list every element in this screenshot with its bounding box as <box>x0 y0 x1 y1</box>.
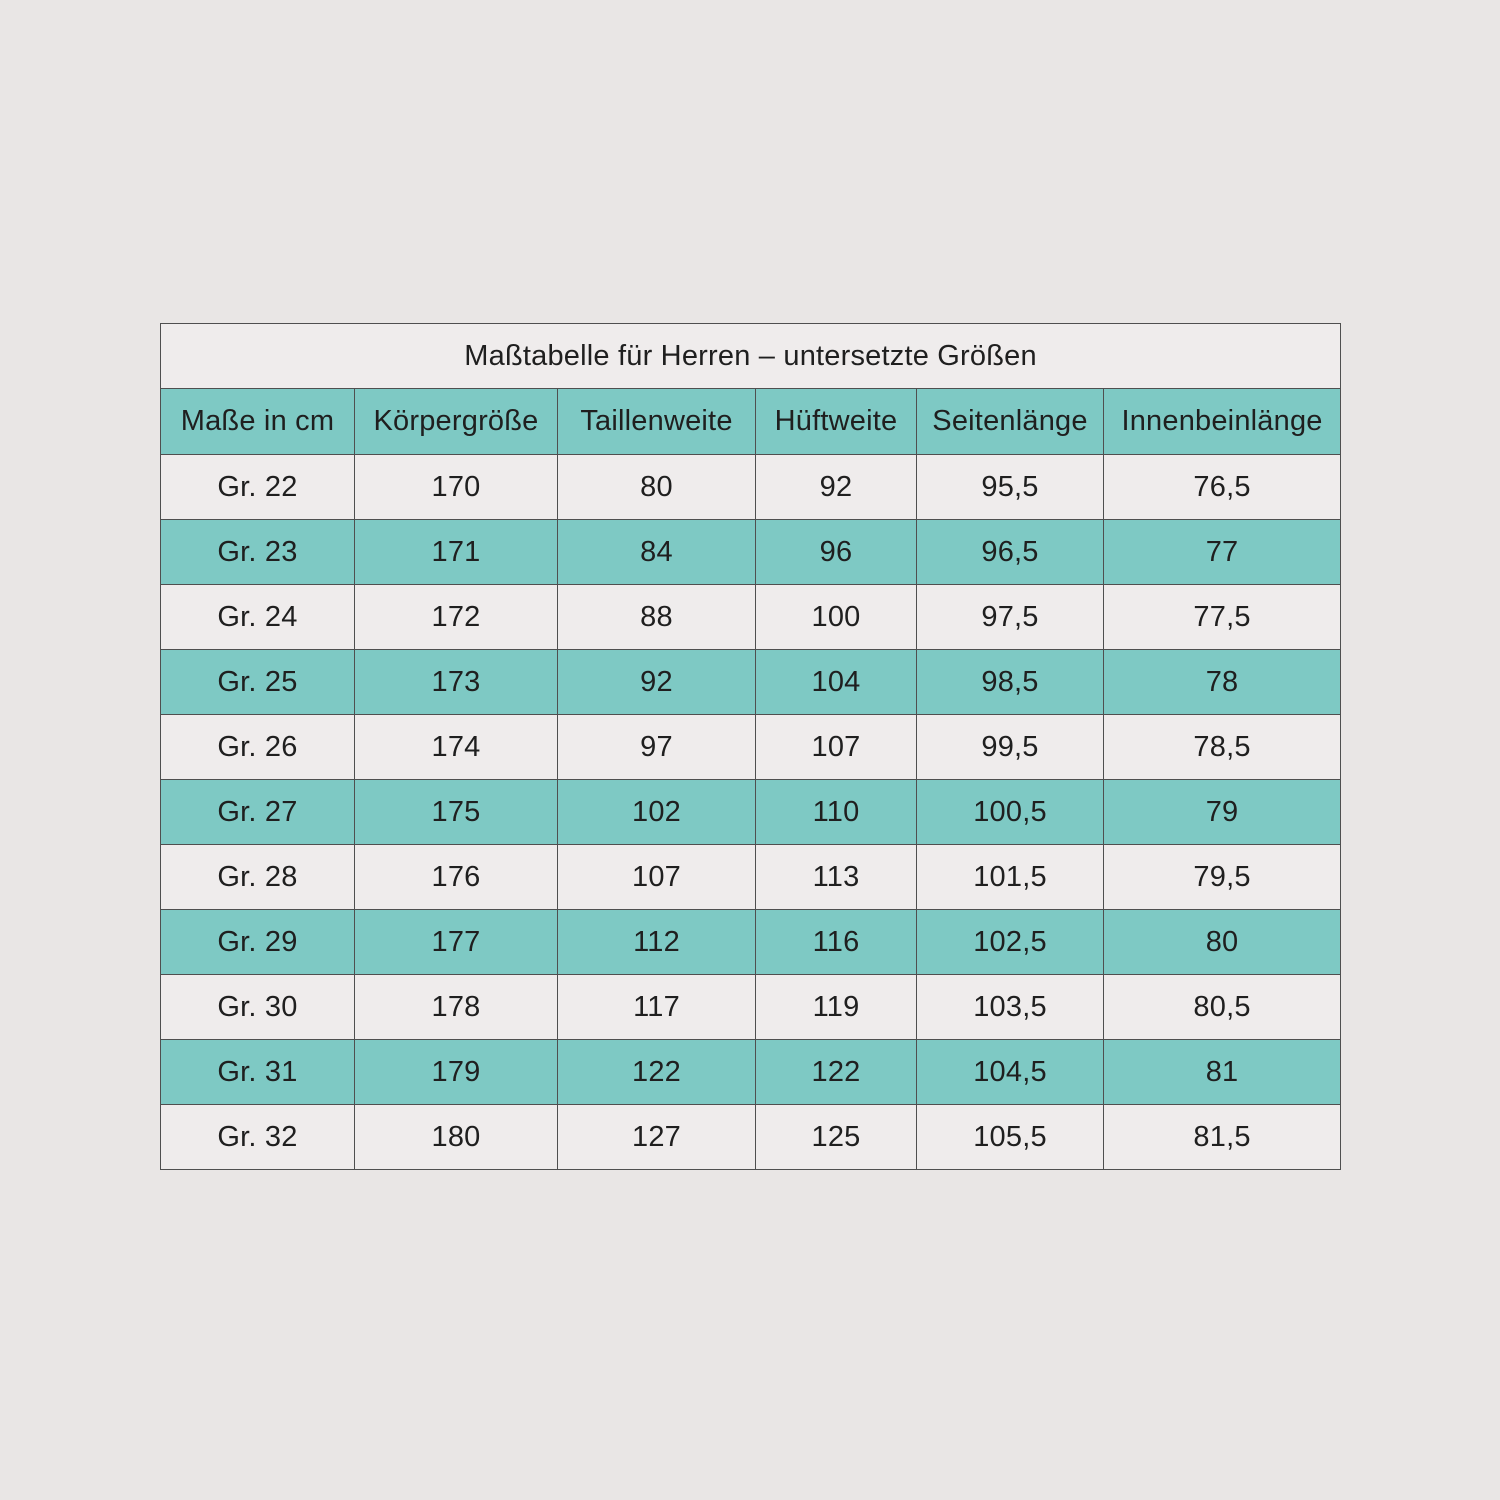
size-table: Maßtabelle für Herren – untersetzte Größ… <box>160 323 1342 1170</box>
value-cell: 119 <box>755 974 917 1040</box>
size-cell: Gr. 29 <box>160 909 355 975</box>
title-row: Maßtabelle für Herren – untersetzte Größ… <box>160 323 1341 389</box>
value-cell: 112 <box>557 909 756 975</box>
value-cell: 116 <box>755 909 917 975</box>
column-header: Maße in cm <box>160 388 355 455</box>
value-cell: 105,5 <box>916 1104 1104 1170</box>
value-cell: 122 <box>755 1039 917 1105</box>
value-cell: 95,5 <box>916 454 1104 520</box>
size-table-container: Maßtabelle für Herren – untersetzte Größ… <box>160 323 1342 1170</box>
size-cell: Gr. 30 <box>160 974 355 1040</box>
value-cell: 92 <box>755 454 917 520</box>
value-cell: 177 <box>354 909 558 975</box>
value-cell: 81 <box>1102 1039 1342 1105</box>
table-title: Maßtabelle für Herren – untersetzte Größ… <box>160 323 1341 389</box>
size-cell: Gr. 24 <box>160 584 355 650</box>
table-row: Gr. 24 172 88 100 97,5 77,5 <box>160 584 1342 650</box>
value-cell: 78 <box>1102 649 1342 715</box>
size-cell: Gr. 27 <box>160 779 355 845</box>
size-cell: Gr. 23 <box>160 519 355 585</box>
value-cell: 78,5 <box>1102 714 1342 780</box>
value-cell: 81,5 <box>1102 1104 1342 1170</box>
value-cell: 176 <box>354 844 558 910</box>
table-row: Gr. 30 178 117 119 103,5 80,5 <box>160 974 1342 1040</box>
column-header: Seitenlänge <box>916 388 1104 455</box>
value-cell: 80 <box>1102 909 1342 975</box>
value-cell: 80,5 <box>1102 974 1342 1040</box>
value-cell: 80 <box>557 454 756 520</box>
value-cell: 102 <box>557 779 756 845</box>
header-row: Maße in cm Körpergröße Taillenweite Hüftwei… <box>160 388 1342 455</box>
table-row: Gr. 26 174 97 107 99,5 78,5 <box>160 714 1342 780</box>
value-cell: 77,5 <box>1102 584 1342 650</box>
value-cell: 178 <box>354 974 558 1040</box>
table-row: Gr. 31 179 122 122 104,5 81 <box>160 1039 1342 1105</box>
value-cell: 102,5 <box>916 909 1104 975</box>
size-cell: Gr. 32 <box>160 1104 355 1170</box>
value-cell: 175 <box>354 779 558 845</box>
value-cell: 77 <box>1102 519 1342 585</box>
value-cell: 104 <box>755 649 917 715</box>
value-cell: 170 <box>354 454 558 520</box>
value-cell: 113 <box>755 844 917 910</box>
value-cell: 79 <box>1102 779 1342 845</box>
value-cell: 117 <box>557 974 756 1040</box>
value-cell: 96 <box>755 519 917 585</box>
value-cell: 171 <box>354 519 558 585</box>
column-header: Taillenweite <box>557 388 756 455</box>
value-cell: 107 <box>557 844 756 910</box>
size-cell: Gr. 31 <box>160 1039 355 1105</box>
table-row: Gr. 27 175 102 110 100,5 79 <box>160 779 1342 845</box>
value-cell: 99,5 <box>916 714 1104 780</box>
value-cell: 88 <box>557 584 756 650</box>
value-cell: 122 <box>557 1039 756 1105</box>
value-cell: 98,5 <box>916 649 1104 715</box>
value-cell: 180 <box>354 1104 558 1170</box>
table-row: Gr. 23 171 84 96 96,5 77 <box>160 519 1342 585</box>
value-cell: 173 <box>354 649 558 715</box>
value-cell: 100,5 <box>916 779 1104 845</box>
table-row: Gr. 22 170 80 92 95,5 76,5 <box>160 454 1342 520</box>
value-cell: 101,5 <box>916 844 1104 910</box>
value-cell: 100 <box>755 584 917 650</box>
value-cell: 174 <box>354 714 558 780</box>
value-cell: 110 <box>755 779 917 845</box>
value-cell: 172 <box>354 584 558 650</box>
value-cell: 125 <box>755 1104 917 1170</box>
column-header: Hüftweite <box>755 388 917 455</box>
value-cell: 104,5 <box>916 1039 1104 1105</box>
column-header: Innenbeinlänge <box>1102 388 1342 455</box>
value-cell: 107 <box>755 714 917 780</box>
value-cell: 84 <box>557 519 756 585</box>
value-cell: 127 <box>557 1104 756 1170</box>
size-cell: Gr. 22 <box>160 454 355 520</box>
table-row: Gr. 32 180 127 125 105,5 81,5 <box>160 1104 1342 1170</box>
table-row: Gr. 25 173 92 104 98,5 78 <box>160 649 1342 715</box>
size-cell: Gr. 25 <box>160 649 355 715</box>
value-cell: 103,5 <box>916 974 1104 1040</box>
value-cell: 179 <box>354 1039 558 1105</box>
value-cell: 92 <box>557 649 756 715</box>
size-cell: Gr. 28 <box>160 844 355 910</box>
value-cell: 96,5 <box>916 519 1104 585</box>
column-header: Körpergröße <box>354 388 558 455</box>
size-cell: Gr. 26 <box>160 714 355 780</box>
value-cell: 97,5 <box>916 584 1104 650</box>
table-row: Gr. 28 176 107 113 101,5 79,5 <box>160 844 1342 910</box>
value-cell: 79,5 <box>1102 844 1342 910</box>
value-cell: 76,5 <box>1102 454 1342 520</box>
table-body: Gr. 22 170 80 92 95,5 76,5 Gr. 23 171 84 96 96,5 77… <box>160 454 1342 1170</box>
table-row: Gr. 29 177 112 116 102,5 80 <box>160 909 1342 975</box>
value-cell: 97 <box>557 714 756 780</box>
